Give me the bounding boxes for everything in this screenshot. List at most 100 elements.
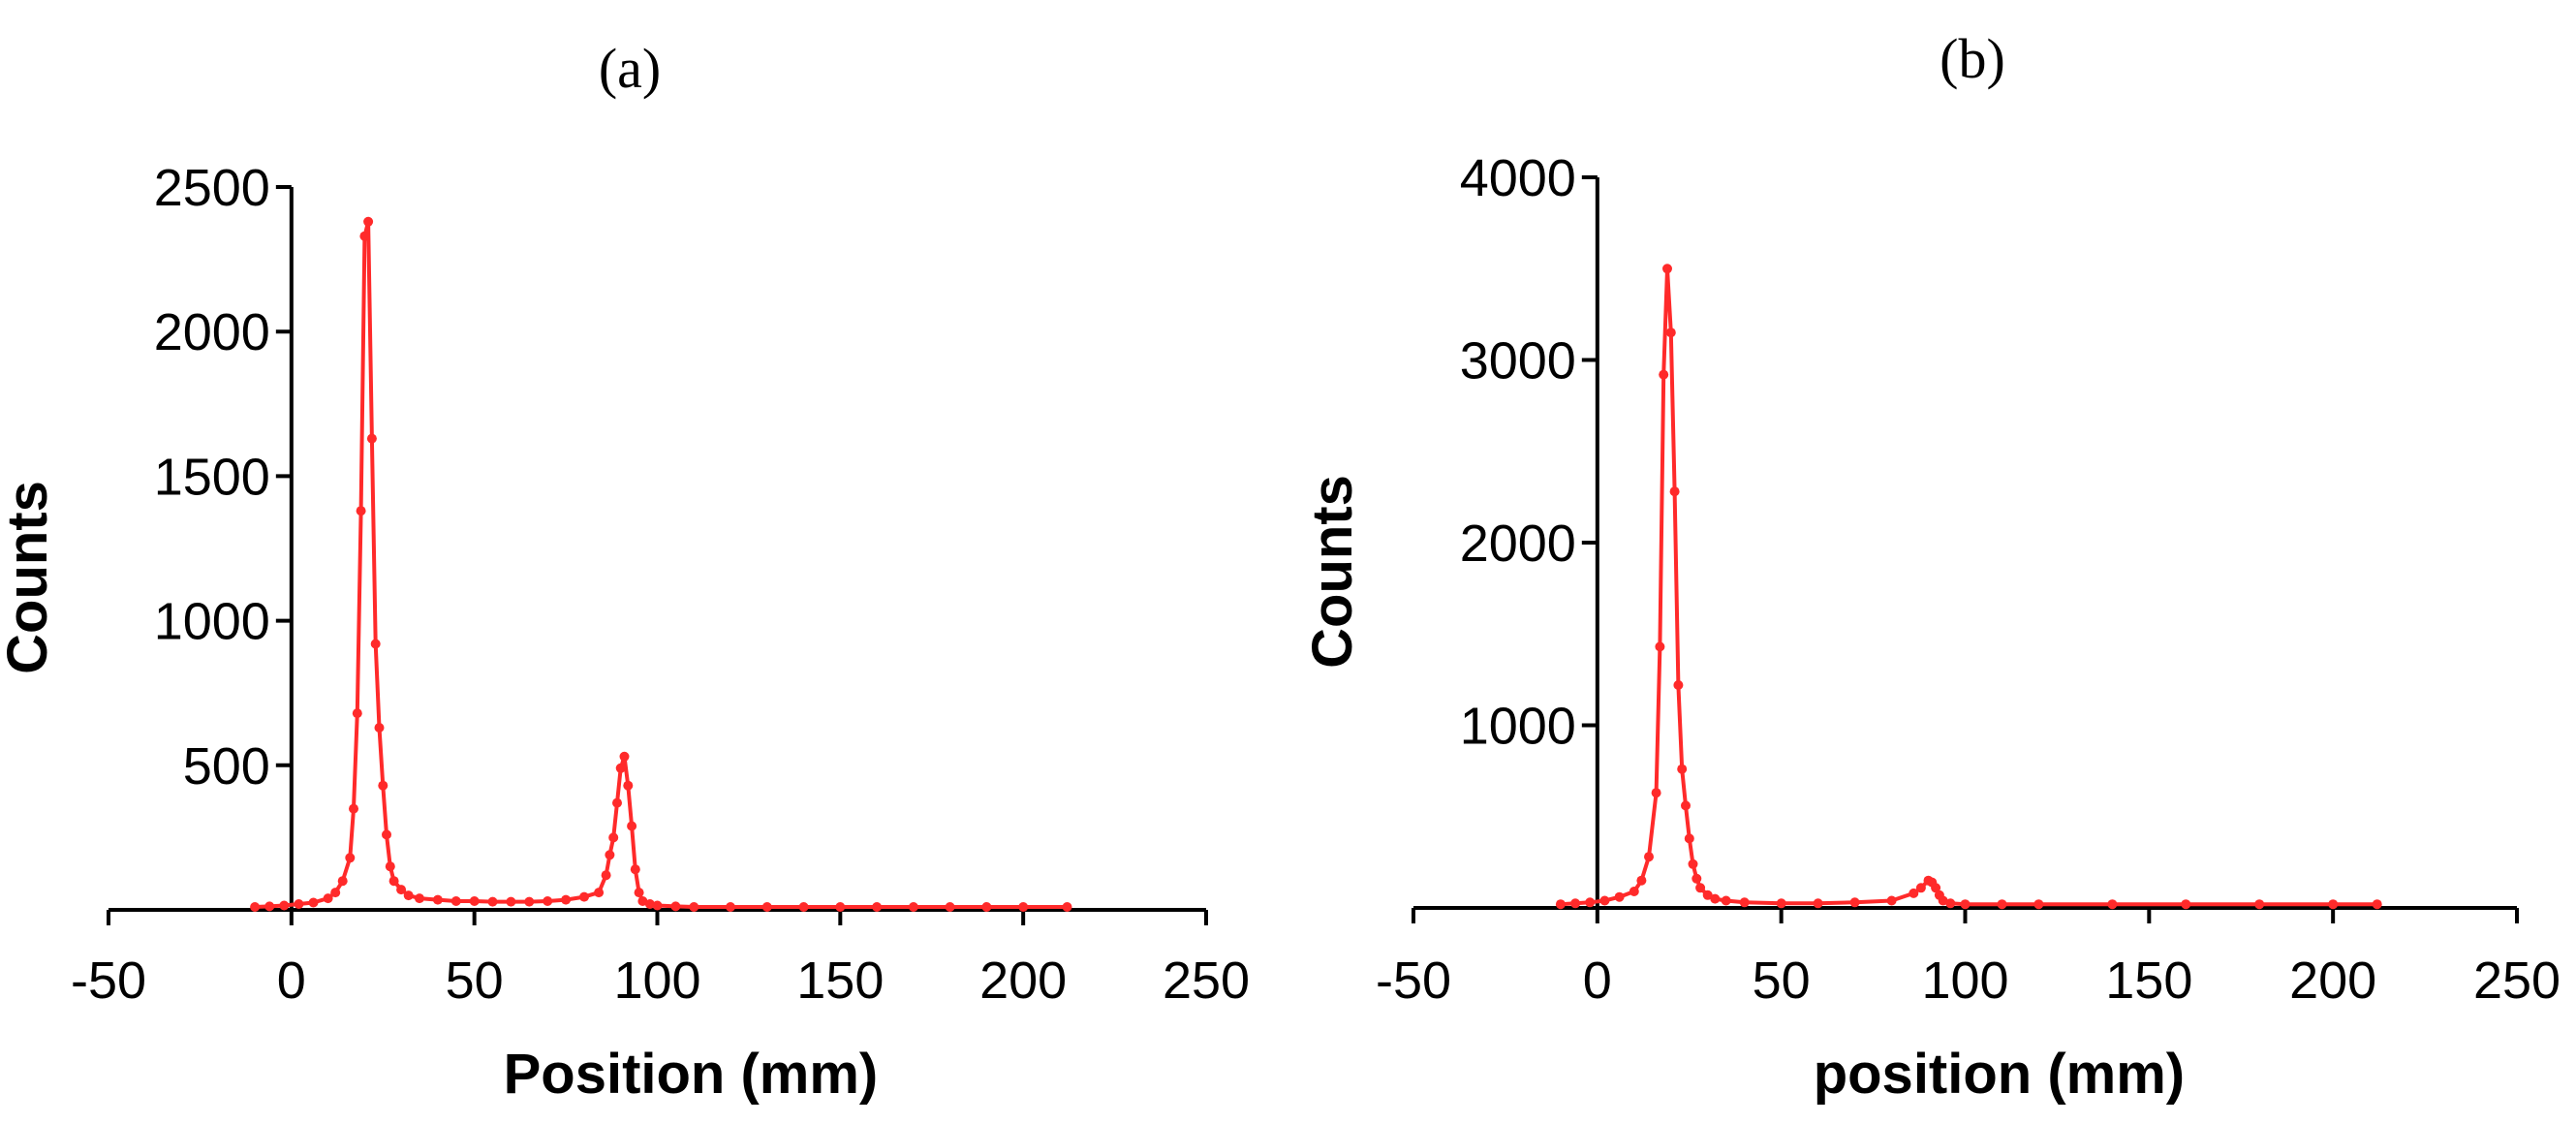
data-point [250,902,261,912]
x-axis-label: position (mm) [1814,1043,2185,1106]
data-point [345,853,356,863]
chart-title: (b) [1940,27,2005,90]
x-tick-label: -50 [71,952,146,1010]
series-line [255,219,1068,909]
data-point [1691,873,1702,884]
y-tick-label: 3000 [1460,332,1576,390]
y-tick-label: 2000 [1460,515,1576,573]
data-point [652,900,663,911]
data-point [450,896,461,906]
y-tick-label: 2500 [154,159,270,217]
data-point [356,506,366,516]
data-point [388,876,399,887]
y-axis-label: Counts [0,481,59,674]
data-point [382,829,391,840]
data-point [279,900,290,911]
data-point [1695,883,1706,893]
data-point [1710,893,1721,904]
data-point [330,888,341,898]
data-point [294,899,304,909]
data-point [1849,897,1860,908]
data-point [1945,898,1956,909]
data-point [2033,899,2044,910]
data-point [872,902,883,912]
data-point [726,902,735,912]
data-point [2181,899,2191,910]
data-point [1915,883,1926,893]
data-point [385,861,395,872]
data-point [308,897,319,908]
data-point [1662,264,1672,274]
data-point [1681,800,1691,811]
data-point [506,896,516,907]
data-point [630,864,640,875]
data-point [323,893,333,904]
data-point [1570,898,1581,909]
x-tick-label: 200 [2289,952,2376,1010]
data-point [264,901,275,912]
x-tick-label: 150 [2105,952,2192,1010]
data-point [623,780,634,791]
y-tick-label: 1000 [154,593,270,651]
x-tick-label: 250 [2473,952,2560,1010]
data-point [1938,895,1948,906]
data-point [432,894,443,905]
data-point [689,902,699,912]
data-point [612,797,622,808]
data-point [2372,899,2382,910]
data-point [363,216,374,227]
data-point [1931,883,1941,893]
data-point [615,763,626,773]
data-point [378,780,388,791]
data-point [594,888,605,898]
data-point [1739,897,1750,908]
data-point [644,899,655,909]
data-point [415,893,424,904]
data-point [1636,875,1647,886]
y-tick-label: 1500 [154,448,270,506]
data-point [374,723,385,733]
data-point [349,803,358,814]
data-point [352,708,362,719]
data-point [761,902,772,912]
data-point [469,896,480,906]
data-point [1997,899,2007,910]
data-point [1669,486,1680,497]
y-tick-label: 2000 [154,303,270,361]
x-tick-label: 200 [979,952,1067,1010]
data-point [1614,891,1625,902]
data-point [608,832,619,843]
data-point [637,896,648,906]
data-point [798,902,809,912]
data-point [1659,369,1669,380]
data-point [1555,899,1566,910]
data-point [1721,895,1731,906]
data-point [1062,902,1072,912]
data-point [1599,895,1610,906]
data-point [1655,641,1665,652]
x-tick-label: 100 [1921,952,2008,1010]
data-point [670,901,681,912]
data-point [1673,680,1684,690]
data-point [1960,899,1971,910]
data-point [366,433,377,444]
data-point [1644,852,1654,862]
data-point [370,639,381,649]
data-point [908,902,918,912]
panel-b: (b) -50 0 50 100 150 200 250 1000 2000 3000 4000 pos… [1301,27,2560,1106]
data-point [524,896,535,907]
x-tick-label: 100 [613,952,700,1010]
data-point [1651,788,1661,798]
y-axis-label: Counts [1301,475,1364,669]
data-point [1018,902,1029,912]
data-point [634,888,644,898]
y-tick-label: 500 [183,737,270,796]
data-point [605,850,615,860]
y-tick-label: 1000 [1460,698,1576,756]
data-point [1684,833,1694,844]
x-tick-label: 150 [796,952,884,1010]
data-point [2328,899,2339,910]
chart-title: (a) [599,37,661,100]
data-point [2107,899,2118,910]
